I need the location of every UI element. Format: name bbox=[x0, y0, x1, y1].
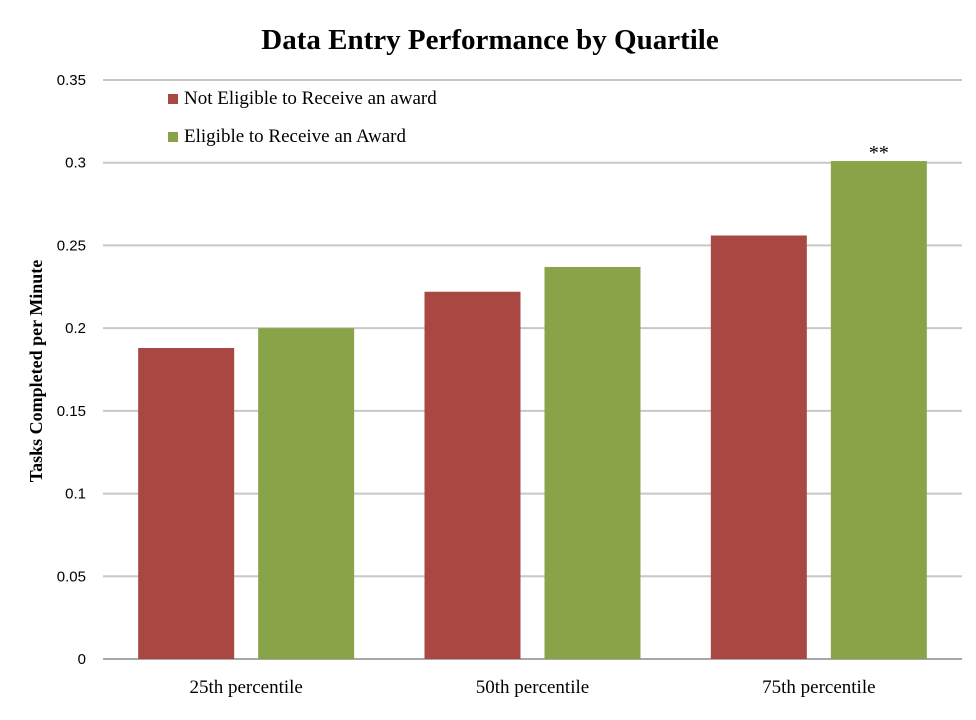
annotations: ** bbox=[869, 142, 889, 164]
y-tick-label: 0.35 bbox=[57, 72, 86, 89]
bar-eligible-2 bbox=[544, 266, 641, 659]
x-tick-label: 75th percentile bbox=[762, 677, 875, 698]
bar-eligible-3 bbox=[830, 161, 927, 659]
legend-swatch bbox=[168, 132, 178, 142]
x-tick-label: 25th percentile bbox=[189, 677, 302, 698]
y-tick-label: 0.2 bbox=[65, 320, 86, 337]
y-tick-labels: 0 0.05 0.1 0.15 0.2 0.25 0.3 0.35 bbox=[57, 72, 86, 668]
bar-not-eligible-3 bbox=[710, 235, 807, 659]
legend: Not Eligible to Receive an award Eligible… bbox=[168, 88, 437, 147]
bar-not-eligible-1 bbox=[138, 347, 235, 659]
legend-label: Eligible to Receive an Award bbox=[184, 126, 406, 147]
significance-annotation: ** bbox=[869, 142, 889, 164]
x-tick-label: 50th percentile bbox=[476, 677, 589, 698]
y-tick-label: 0.25 bbox=[57, 237, 86, 254]
grid-lines bbox=[103, 79, 962, 660]
y-tick-label: 0.1 bbox=[65, 486, 86, 503]
legend-label: Not Eligible to Receive an award bbox=[184, 88, 437, 109]
bars bbox=[138, 161, 927, 659]
bar-eligible-1 bbox=[258, 328, 355, 659]
y-tick-label: 0.05 bbox=[57, 568, 86, 585]
y-axis-label: Tasks Completed per Minute bbox=[26, 260, 46, 483]
x-tick-labels: 25th percentile 50th percentile 75th perce… bbox=[189, 677, 875, 698]
y-tick-label: 0.15 bbox=[57, 403, 86, 420]
y-tick-label: 0 bbox=[78, 651, 86, 668]
y-tick-label: 0.3 bbox=[65, 155, 86, 172]
bar-not-eligible-2 bbox=[424, 291, 521, 659]
chart-title: Data Entry Performance by Quartile bbox=[261, 24, 719, 56]
legend-swatch bbox=[168, 94, 178, 104]
